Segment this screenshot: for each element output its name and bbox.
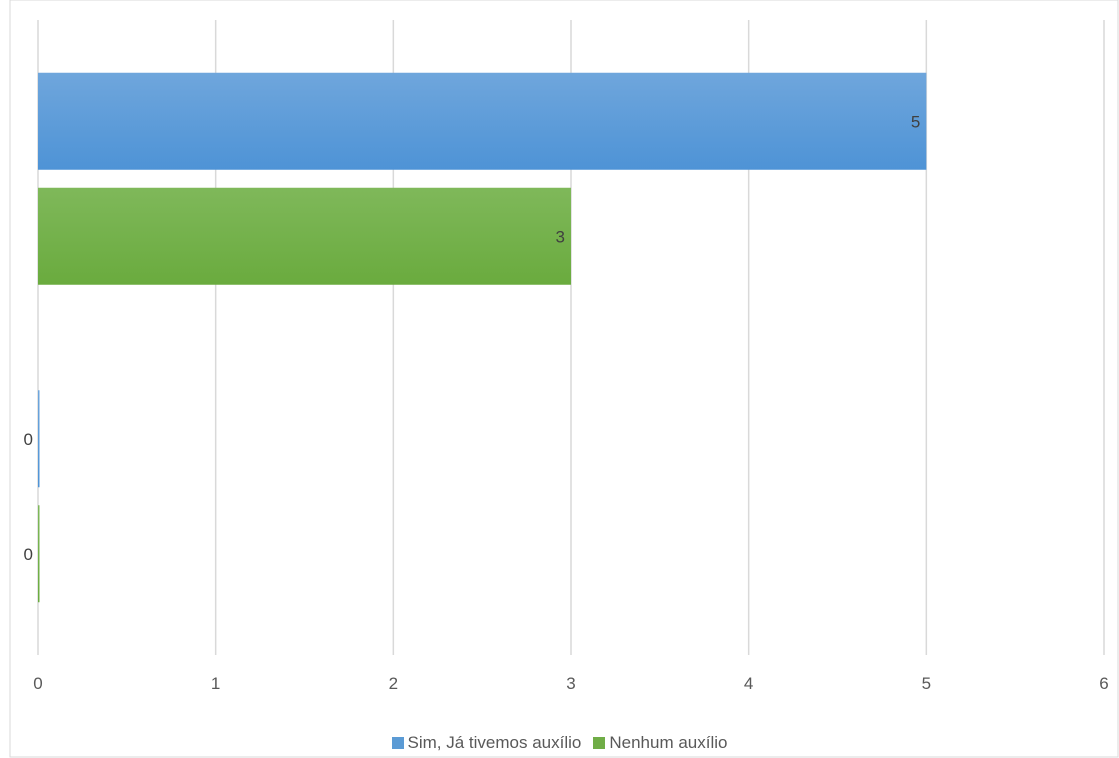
x-tick-label-3: 3 xyxy=(566,674,575,693)
x-tick-label-2: 2 xyxy=(389,674,398,693)
bar-1-0 xyxy=(38,505,40,603)
legend-swatch-nenhum xyxy=(593,737,606,749)
bar-0-1 xyxy=(38,72,927,170)
legend-item-sim[interactable]: Sim, Já tivemos auxílio xyxy=(391,733,582,753)
x-tick-label-4: 4 xyxy=(744,674,753,693)
bar-1-1 xyxy=(38,187,571,285)
legend-label-nenhum: Nenhum auxílio xyxy=(609,733,728,752)
x-tick-label-5: 5 xyxy=(922,674,931,693)
x-axis-ticks: 0 1 2 3 4 5 6 xyxy=(33,674,1108,693)
data-label-1-0: 0 xyxy=(24,545,33,564)
data-label-0-0: 0 xyxy=(24,430,33,449)
legend: Sim, Já tivemos auxílio Nenhum auxílio xyxy=(0,733,1119,753)
x-tick-label-0: 0 xyxy=(33,674,42,693)
x-tick-label-6: 6 xyxy=(1099,674,1108,693)
data-label-0-1: 5 xyxy=(911,112,920,131)
legend-swatch-sim xyxy=(391,737,404,749)
bar-0-0 xyxy=(38,390,40,488)
x-tick-label-1: 1 xyxy=(211,674,220,693)
legend-item-nenhum[interactable]: Nenhum auxílio xyxy=(593,733,727,753)
chart-border xyxy=(9,0,1119,758)
bars xyxy=(38,72,927,603)
data-labels: 0 0 5 3 xyxy=(24,112,921,564)
legend-label-sim: Sim, Já tivemos auxílio xyxy=(407,733,582,752)
data-label-1-1: 3 xyxy=(556,227,565,246)
